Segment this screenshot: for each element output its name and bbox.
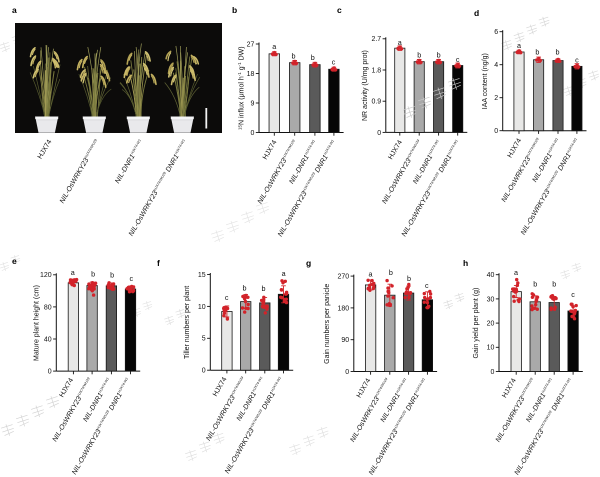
svg-text:1.8: 1.8: [371, 67, 381, 74]
svg-text:27: 27: [247, 41, 255, 48]
svg-text:a: a: [517, 41, 521, 50]
svg-text:b: b: [535, 48, 539, 57]
svg-text:c: c: [571, 290, 575, 299]
svg-text:NR activity (U/mg prot): NR activity (U/mg prot): [362, 50, 369, 121]
svg-text:0.9: 0.9: [371, 99, 381, 106]
svg-text:270: 270: [338, 274, 350, 281]
svg-text:9: 9: [250, 100, 254, 107]
svg-text:90: 90: [341, 337, 349, 344]
svg-text:b: b: [389, 268, 393, 277]
svg-text:a: a: [369, 270, 373, 279]
svg-text:a: a: [12, 5, 17, 15]
svg-text:b: b: [110, 271, 114, 280]
svg-text:b: b: [243, 284, 247, 293]
svg-text:Mature plant height (cm): Mature plant height (cm): [34, 285, 41, 361]
svg-text:Gain numbers per panicle: Gain numbers per panicle: [324, 284, 331, 364]
svg-text:80: 80: [44, 304, 52, 311]
svg-text:0: 0: [48, 369, 52, 376]
svg-text:b: b: [232, 5, 237, 15]
svg-text:0: 0: [345, 369, 349, 376]
svg-text:b: b: [91, 270, 95, 279]
svg-text:0: 0: [250, 130, 254, 137]
svg-text:d: d: [474, 8, 479, 18]
svg-text:b: b: [311, 53, 315, 62]
svg-text:c: c: [425, 281, 429, 290]
svg-text:a: a: [71, 268, 75, 277]
svg-text:5: 5: [202, 336, 206, 343]
svg-text:a: a: [514, 268, 518, 277]
svg-text:b: b: [292, 52, 296, 61]
svg-text:b: b: [552, 279, 556, 288]
svg-text:2: 2: [494, 95, 498, 102]
svg-text:6: 6: [494, 29, 498, 36]
svg-text:c: c: [456, 55, 460, 64]
svg-text:IAA content (ng/g): IAA content (ng/g): [482, 53, 489, 109]
svg-text:0: 0: [490, 369, 494, 376]
svg-text:c: c: [225, 293, 229, 302]
svg-text:40: 40: [487, 272, 495, 279]
svg-text:0: 0: [202, 368, 206, 375]
svg-text:a: a: [282, 269, 286, 278]
svg-text:Gain yield per plant (g): Gain yield per plant (g): [473, 288, 480, 359]
svg-text:b: b: [556, 48, 560, 57]
svg-text:120: 120: [40, 272, 52, 279]
svg-text:0: 0: [494, 128, 498, 135]
svg-text:c: c: [130, 274, 134, 283]
svg-text:4: 4: [494, 62, 498, 69]
svg-text:c: c: [575, 56, 579, 65]
svg-text:b: b: [533, 279, 537, 288]
svg-text:18: 18: [247, 71, 255, 78]
svg-text:c: c: [337, 5, 342, 15]
svg-text:15N influx (μmol h-1 g-1 DW): 15N influx (μmol h-1 g-1 DW): [237, 46, 246, 130]
svg-text:2.7: 2.7: [371, 36, 381, 43]
svg-text:10: 10: [487, 345, 495, 352]
svg-text:b: b: [437, 51, 441, 60]
svg-text:180: 180: [338, 305, 350, 312]
svg-text:b: b: [417, 51, 421, 60]
svg-text:15: 15: [198, 272, 206, 279]
svg-text:0: 0: [377, 130, 381, 137]
svg-text:b: b: [262, 284, 266, 293]
svg-text:g: g: [306, 258, 311, 268]
svg-text:a: a: [272, 42, 276, 51]
svg-text:c: c: [332, 57, 336, 66]
svg-text:h: h: [463, 258, 468, 268]
svg-text:Tiller numbers per plant: Tiller numbers per plant: [184, 286, 191, 359]
svg-text:40: 40: [44, 336, 52, 343]
svg-text:e: e: [12, 256, 17, 266]
svg-text:10: 10: [198, 304, 206, 311]
svg-text:20: 20: [487, 321, 495, 328]
svg-text:f: f: [157, 258, 160, 268]
svg-text:30: 30: [487, 296, 495, 303]
svg-text:a: a: [398, 38, 402, 47]
svg-text:b: b: [407, 274, 411, 283]
